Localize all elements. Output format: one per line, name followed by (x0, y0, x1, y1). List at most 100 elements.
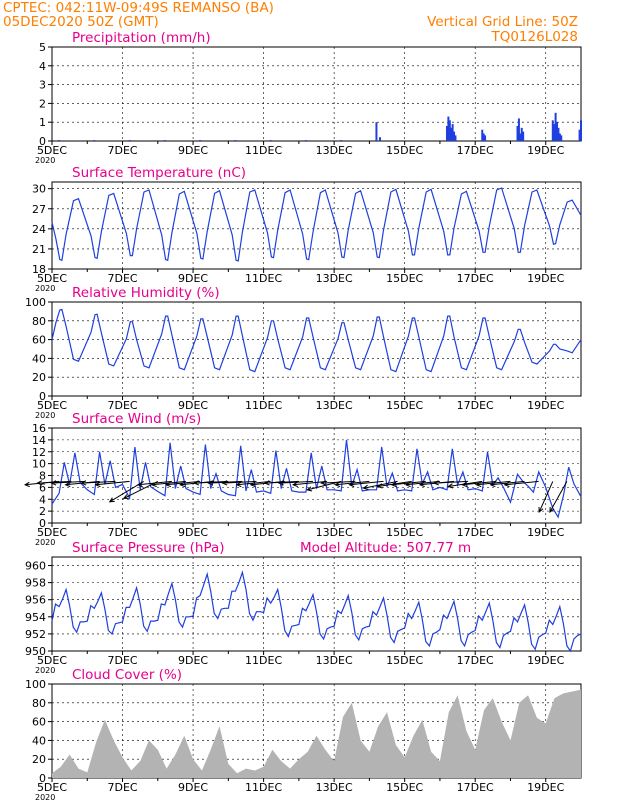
wind-arrow (80, 480, 116, 486)
wind-xtick-label: 13DEC (316, 526, 353, 539)
wind-xtick-label: 15DEC (386, 526, 423, 539)
header-location: CPTEC: 042:11W-09:49S REMANSO (BA) (3, 0, 274, 16)
model-altitude: Model Altitude: 507.77 m (300, 540, 471, 556)
temp-series-line (51, 187, 582, 262)
precip-xtick-label: 19DEC (527, 144, 564, 157)
precip-bar (269, 140, 272, 141)
precip-bar (304, 140, 307, 141)
wind-xtick-label: 5DEC (37, 526, 67, 539)
cloud-year-mark: 2020 (35, 793, 55, 800)
temp-title: Surface Temperature (nC) (72, 165, 246, 181)
precip-ytick-label: 1 (39, 116, 46, 129)
wind-ytick-label: 0 (39, 517, 46, 530)
humidity-series-line (51, 308, 582, 373)
cloud-xtick-label: 9DEC (178, 781, 208, 794)
pressure-ytick-label: 952 (25, 628, 46, 641)
humidity-year-mark: 2020 (35, 411, 55, 420)
precip-bar (445, 125, 448, 141)
pressure-series-line (51, 570, 582, 653)
precip-xtick-label: 13DEC (316, 144, 353, 157)
humidity-frame (51, 301, 582, 397)
pressure-xtick-label: 9DEC (178, 654, 208, 667)
wind-title: Surface Wind (m/s) (72, 411, 201, 427)
header-datetime: 05DEC2020 50Z (GMT) (3, 14, 159, 30)
wind-arrow (291, 480, 328, 488)
humidity-ytick-label: 60 (32, 334, 46, 347)
precip-bar (517, 118, 520, 141)
pressure-ytick-label: 950 (25, 645, 46, 658)
precip-ytick-label: 3 (39, 79, 46, 92)
temp-panel: 18 21 24 27 30 5DEC 7DEC 9DEC 11DEC 13DEC 15DEC 17D… (32, 165, 582, 293)
humidity-ytick-label: 80 (32, 315, 46, 328)
precip-bar (578, 129, 581, 141)
humidity-xtick-label: 11DEC (245, 399, 282, 412)
temp-xtick-label: 11DEC (245, 272, 282, 285)
cloud-ytick-label: 0 (39, 772, 46, 785)
temp-ytick-label: 18 (32, 263, 46, 276)
precip-bar (340, 140, 343, 141)
precip-bar (580, 120, 582, 141)
cloud-ytick-label: 80 (32, 697, 46, 710)
temp-ytick-label: 24 (32, 223, 46, 236)
precip-bar (520, 127, 523, 141)
temp-ytick-label: 30 (32, 183, 46, 196)
precip-bar (378, 137, 381, 141)
wind-arrow (36, 480, 72, 486)
precip-xtick-label: 9DEC (178, 144, 208, 157)
wind-arrow (263, 480, 299, 486)
wind-arrow (549, 481, 568, 513)
precip-title: Precipitation (mm/h) (72, 30, 211, 46)
precip-bar (451, 124, 454, 141)
humidity-xtick-label: 19DEC (527, 399, 564, 412)
wind-ytick-label: 16 (32, 422, 46, 435)
precip-ytick-label: 5 (39, 41, 46, 54)
humidity-ytick-label: 20 (32, 371, 46, 384)
precip-xtick-label: 7DEC (107, 144, 137, 157)
wind-arrow (320, 480, 356, 486)
humidity-ytick-label: 100 (25, 296, 46, 309)
cloud-xtick-label: 11DEC (245, 781, 282, 794)
wind-ytick-label: 8 (39, 470, 46, 483)
wind-arrow (50, 480, 86, 486)
pressure-xtick-label: 19DEC (527, 654, 564, 667)
precip-bar (375, 122, 378, 141)
cloud-panel: 0 20 40 60 80 100 5DEC 7DEC 9DEC 11DEC 13DEC 15DEC 1… (25, 667, 582, 800)
precip-bar (453, 131, 456, 141)
precip-bar (522, 131, 525, 141)
pressure-ytick-label: 958 (25, 577, 46, 590)
model-code: TQ0126L028 (490, 29, 578, 45)
precip-ytick-label: 2 (39, 97, 46, 110)
pressure-xtick-label: 17DEC (457, 654, 494, 667)
wind-arrow (193, 480, 229, 486)
temp-xtick-label: 15DEC (386, 272, 423, 285)
cloud-ytick-label: 20 (32, 753, 46, 766)
precip-xtick-label: 15DEC (386, 144, 423, 157)
precip-bar (516, 125, 519, 141)
temp-xtick-label: 19DEC (527, 272, 564, 285)
wind-ytick-label: 14 (32, 434, 46, 447)
grid-note: Vertical Grid Line: 50Z (427, 14, 578, 30)
precip-bar (234, 140, 237, 141)
wind-arrow (432, 480, 469, 486)
pressure-panel: 950 952 954 956 958 960 5DEC 7DEC 9DEC 11DEC 13DEC… (25, 540, 582, 675)
precip-bar (447, 116, 450, 141)
humidity-xtick-label: 15DEC (386, 399, 423, 412)
precip-bar (556, 122, 559, 141)
pressure-xtick-label: 7DEC (107, 654, 137, 667)
pressure-ytick-label: 956 (25, 594, 46, 607)
precip-bar (58, 140, 61, 141)
wind-series-line (51, 439, 582, 519)
cloud-area (52, 689, 581, 778)
precip-frame (51, 46, 582, 142)
precip-bar (128, 140, 131, 141)
precip-bar (519, 133, 522, 141)
temp-frame (51, 181, 582, 270)
wind-xtick-label: 17DEC (457, 526, 494, 539)
precip-bar (481, 129, 484, 141)
pressure-xtick-label: 5DEC (37, 654, 67, 667)
wind-arrow (538, 481, 554, 514)
precip-bar (93, 140, 96, 141)
